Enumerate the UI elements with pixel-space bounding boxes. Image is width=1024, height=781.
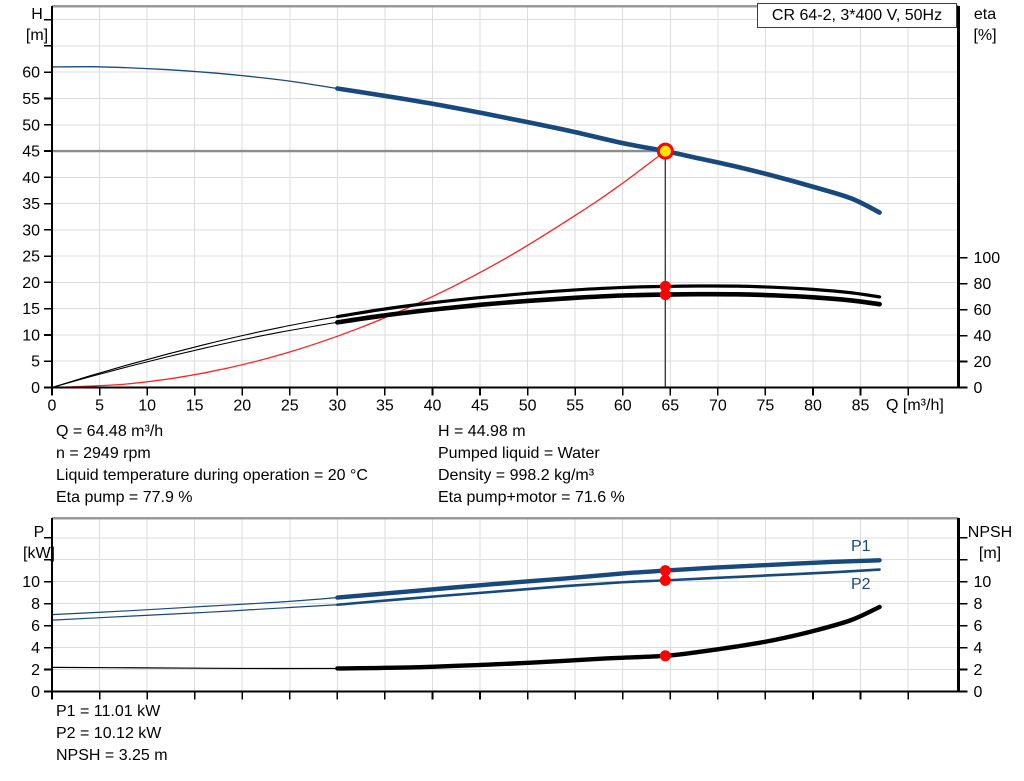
svg-text:45: 45	[22, 144, 40, 161]
svg-text:35: 35	[376, 398, 394, 415]
svg-text:6: 6	[974, 618, 983, 635]
svg-text:10: 10	[22, 327, 40, 344]
chart-title: CR 64-2, 3*400 V, 50Hz	[757, 3, 957, 28]
svg-text:80: 80	[974, 276, 992, 293]
svg-text:10: 10	[974, 574, 992, 591]
svg-text:40: 40	[974, 328, 992, 345]
duty-annotations-left: Q = 64.48 m³/h n = 2949 rpm Liquid tempe…	[56, 421, 368, 509]
svg-text:0: 0	[48, 398, 57, 415]
svg-text:15: 15	[22, 301, 40, 318]
annotation-liquid: Pumped liquid = Water	[438, 445, 600, 462]
svg-text:70: 70	[709, 398, 727, 415]
right-axis-unit-eta-line2: [%]	[973, 27, 997, 44]
svg-text:60: 60	[974, 302, 992, 319]
annotation-flow: Q = 64.48 m³/h	[56, 423, 164, 440]
svg-text:0: 0	[31, 684, 40, 701]
svg-text:100: 100	[974, 250, 1001, 267]
right-axis-unit-eta: eta [%]	[964, 4, 1006, 46]
svg-text:20: 20	[22, 275, 40, 292]
svg-text:30: 30	[22, 222, 40, 239]
svg-text:5: 5	[31, 354, 40, 371]
svg-text:60: 60	[22, 65, 40, 82]
svg-text:6: 6	[31, 618, 40, 635]
svg-text:60: 60	[614, 398, 632, 415]
svg-text:50: 50	[519, 398, 537, 415]
svg-text:20: 20	[974, 354, 992, 371]
left-axis-unit-power-line1: P	[33, 524, 45, 541]
left-axis-unit-power-line2: [kW]	[23, 545, 55, 562]
duty-annotations-bottom: P1 = 11.01 kW P2 = 10.12 kW NPSH = 3.25 …	[56, 701, 168, 767]
svg-text:0: 0	[974, 684, 983, 701]
annotation-eta-pump: Eta pump = 77.9 %	[56, 489, 193, 506]
svg-text:2: 2	[31, 662, 40, 679]
svg-text:25: 25	[281, 398, 299, 415]
svg-text:25: 25	[22, 249, 40, 266]
svg-text:2: 2	[974, 662, 983, 679]
left-axis-unit-head-line1: H	[31, 6, 43, 23]
svg-text:50: 50	[22, 117, 40, 134]
svg-text:5: 5	[95, 398, 104, 415]
annotation-speed: n = 2949 rpm	[56, 445, 151, 462]
svg-text:10: 10	[22, 574, 40, 591]
svg-text:55: 55	[22, 91, 40, 108]
svg-text:30: 30	[328, 398, 346, 415]
svg-text:10: 10	[138, 398, 156, 415]
left-axis-unit-head: H [m]	[20, 4, 54, 46]
svg-text:40: 40	[424, 398, 442, 415]
svg-text:75: 75	[757, 398, 775, 415]
x-axis-unit-flow: Q [m³/h]	[886, 397, 944, 414]
annotation-p2: P2 = 10.12 kW	[56, 725, 162, 742]
svg-text:0: 0	[974, 380, 983, 397]
svg-text:8: 8	[31, 596, 40, 613]
right-axis-unit-npsh-line2: [m]	[978, 545, 1002, 562]
svg-text:4: 4	[31, 640, 40, 657]
p2-curve-label: P2	[851, 576, 871, 593]
svg-text:35: 35	[22, 196, 40, 213]
svg-text:65: 65	[661, 398, 679, 415]
svg-text:20: 20	[233, 398, 251, 415]
duty-annotations-right: H = 44.98 m Pumped liquid = Water Densit…	[438, 421, 625, 509]
annotation-eta-pump-motor: Eta pump+motor = 71.6 %	[438, 489, 625, 506]
annotation-temperature: Liquid temperature during operation = 20…	[56, 467, 368, 484]
right-axis-unit-npsh-line1: NPSH	[967, 524, 1013, 541]
annotation-p1: P1 = 11.01 kW	[56, 703, 161, 720]
svg-text:85: 85	[852, 398, 870, 415]
right-axis-unit-npsh: NPSH [m]	[964, 522, 1016, 564]
annotation-head: H = 44.98 m	[438, 423, 526, 440]
svg-text:0: 0	[31, 380, 40, 397]
svg-text:40: 40	[22, 170, 40, 187]
right-axis-unit-eta-line1: eta	[973, 6, 997, 23]
svg-text:80: 80	[804, 398, 822, 415]
annotation-density: Density = 998.2 kg/m³	[438, 467, 595, 484]
annotation-npsh: NPSH = 3.25 m	[56, 747, 168, 764]
left-axis-unit-power: P [kW]	[20, 522, 58, 564]
svg-text:55: 55	[566, 398, 584, 415]
svg-text:45: 45	[471, 398, 489, 415]
svg-text:4: 4	[974, 640, 983, 657]
left-axis-unit-head-line2: [m]	[25, 27, 49, 44]
svg-text:8: 8	[974, 596, 983, 613]
svg-text:15: 15	[186, 398, 204, 415]
p1-curve-label: P1	[851, 538, 871, 555]
